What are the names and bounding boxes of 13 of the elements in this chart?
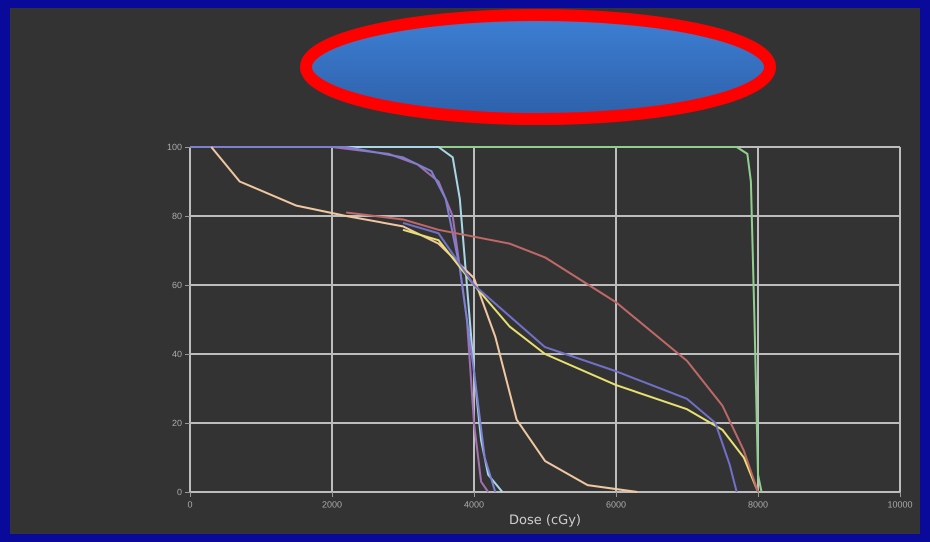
y-tick-label: 20: [172, 418, 182, 428]
y-tick-label: 0: [176, 487, 182, 497]
y-tick-label: 100: [166, 142, 182, 152]
y-tick-label: 60: [172, 280, 182, 290]
x-tick-label: 2000: [322, 500, 342, 510]
x-tick-label: 10000: [887, 500, 913, 510]
x-axis-title: Dose (cGy): [509, 513, 581, 528]
y-tick-label: 80: [172, 211, 182, 221]
x-tick-label: 6000: [606, 500, 626, 510]
x-tick-label: 4000: [464, 500, 484, 510]
x-tick-label: 0: [187, 500, 193, 510]
x-tick-label: 8000: [748, 500, 768, 510]
y-tick-label: 40: [172, 349, 182, 359]
